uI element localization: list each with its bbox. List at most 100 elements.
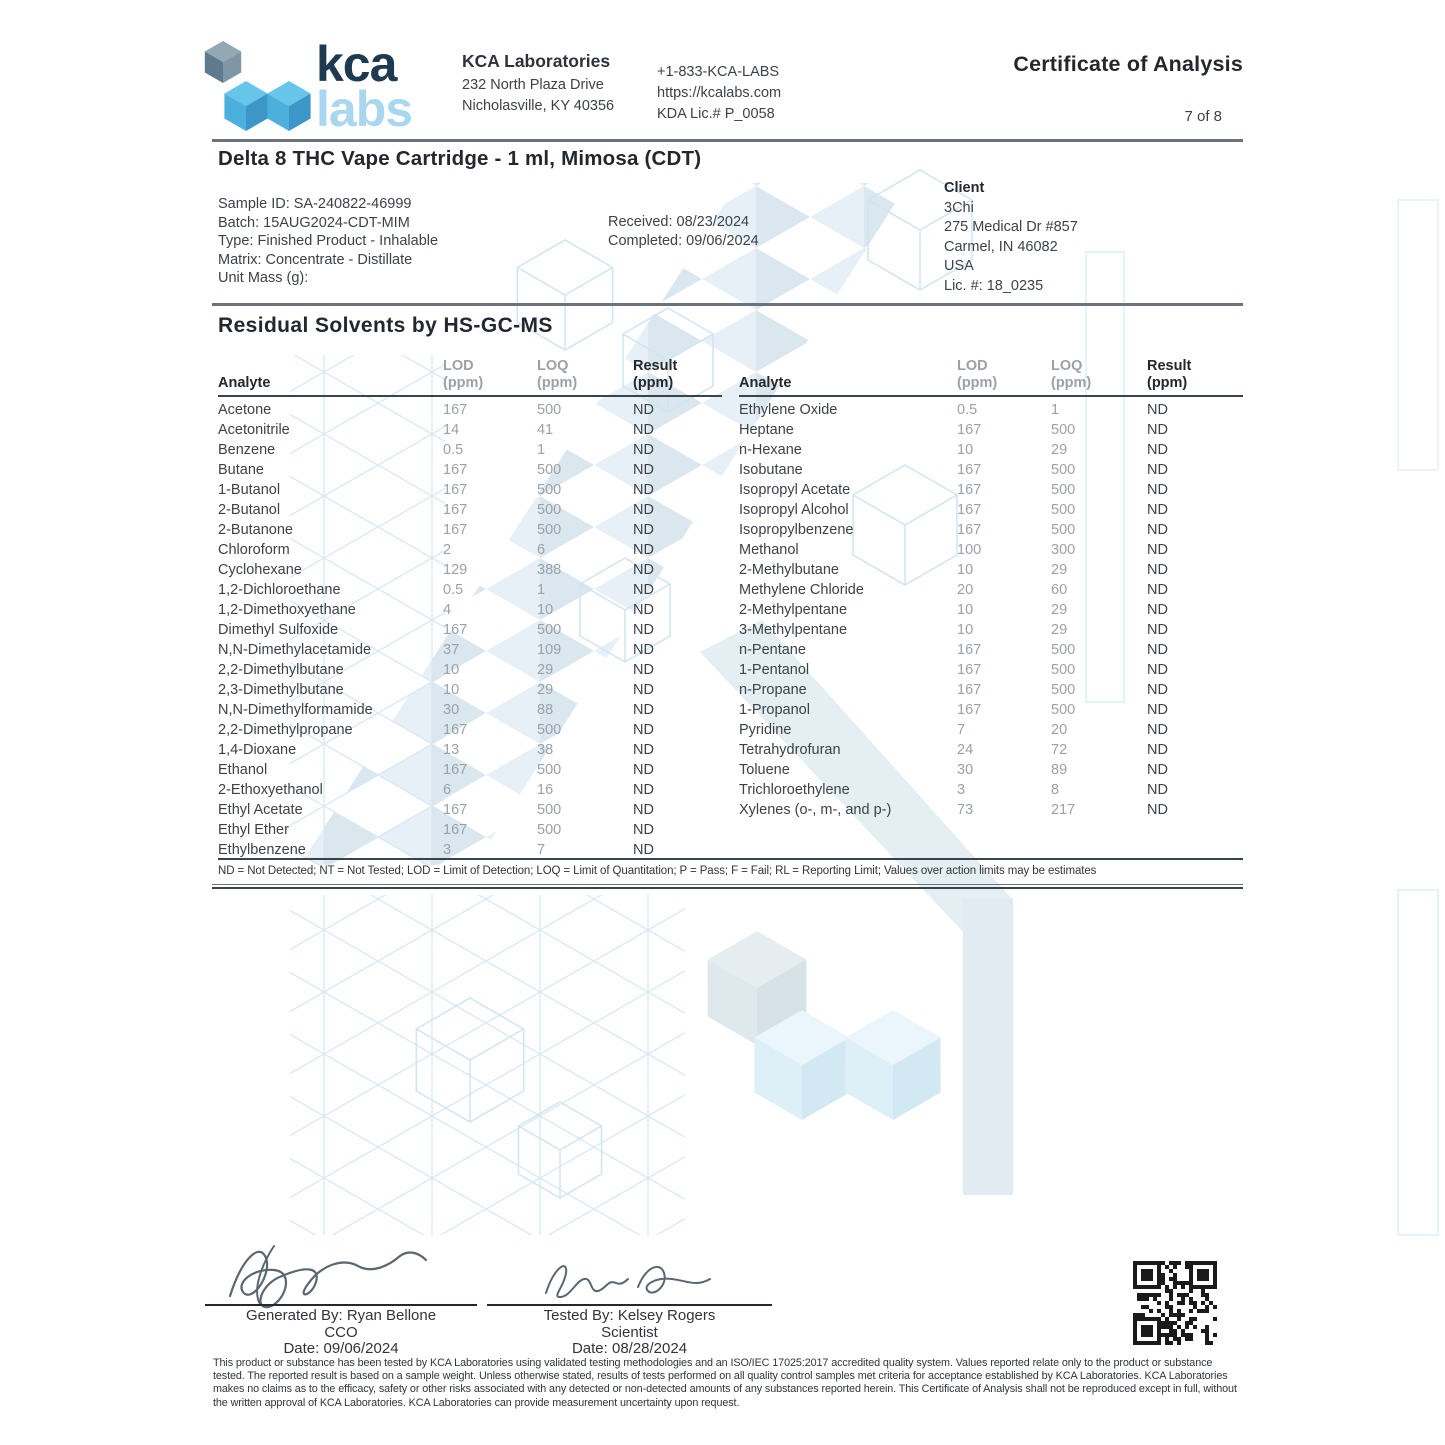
loq-value: 29 (537, 682, 554, 698)
lod-value: 0.5 (957, 402, 978, 418)
analyte-name: 1,4-Dioxane (218, 742, 297, 758)
result-value: ND (1147, 762, 1168, 778)
analyte-name: Tetrahydrofuran (739, 742, 841, 758)
lod-value: 167 (957, 462, 982, 478)
analyte-name: 2-Ethoxyethanol (218, 782, 323, 798)
document-title: Certificate of Analysis (1013, 52, 1243, 76)
loq-value: 500 (537, 462, 562, 478)
result-value: ND (1147, 622, 1168, 638)
col-header-loq: LOQ (ppm) (1051, 358, 1147, 397)
lod-value: 0.5 (443, 582, 464, 598)
loq-value: 88 (537, 702, 554, 718)
result-value: ND (633, 742, 654, 758)
lab-contact-block: +1-833-KCA-LABS https://kcalabs.com KDA … (657, 62, 781, 125)
analyte-name: N,N-Dimethylacetamide (218, 642, 372, 658)
lod-value: 24 (957, 742, 974, 758)
kca-labs-logo-cubes (204, 41, 311, 131)
col-header-loq: LOQ (ppm) (537, 358, 633, 397)
result-value: ND (633, 622, 654, 638)
lod-value: 2 (443, 542, 452, 558)
analyte-name: 1,2-Dichloroethane (218, 582, 341, 598)
table-bottom-rule (218, 858, 1243, 860)
tested-by-date: Date: 08/28/2024 (571, 1340, 688, 1357)
loq-value: 29 (1051, 602, 1068, 618)
lod-value: 167 (443, 462, 468, 478)
lod-value: 20 (957, 582, 974, 598)
analyte-name: Ethanol (218, 762, 268, 778)
loq-value: 500 (1051, 422, 1076, 438)
logo-cube-blue-2 (267, 81, 311, 131)
lod-value: 14 (443, 422, 460, 438)
lod-value: 167 (443, 722, 468, 738)
result-value: ND (1147, 782, 1168, 798)
analyte-name: 2-Butanol (218, 502, 281, 518)
generated-by-name: Generated By: Ryan Bellone (245, 1307, 437, 1324)
logo-text-kca: kca (316, 36, 397, 92)
lab-kda-license: KDA Lic.# P_0058 (657, 106, 775, 122)
analyte-name: Butane (218, 462, 264, 478)
analyte-name: 2-Methylpentane (739, 602, 848, 618)
loq-value: 217 (1051, 802, 1076, 818)
analyte-name: 2-Methylbutane (739, 562, 839, 578)
lod-value: 167 (957, 642, 982, 658)
loq-value: 300 (1051, 542, 1076, 558)
lod-value: 10 (957, 622, 974, 638)
lod-value: 73 (957, 802, 974, 818)
loq-value: 500 (537, 522, 562, 538)
result-value: ND (633, 762, 654, 778)
col-header-lod: LOD (ppm) (443, 358, 537, 397)
result-value: ND (633, 482, 654, 498)
lod-value: 7 (957, 722, 966, 738)
lod-value: 30 (957, 762, 974, 778)
analyte-name: 3-Methylpentane (739, 622, 848, 638)
analyte-name: 1,2-Dimethoxyethane (218, 602, 356, 618)
result-value: ND (1147, 702, 1168, 718)
lod-value: 37 (443, 642, 460, 658)
loq-value: 500 (1051, 662, 1076, 678)
client-block: Client 3Chi 275 Medical Dr #857 Carmel, IN… (944, 179, 1078, 296)
loq-value: 500 (537, 822, 562, 838)
lod-value: 10 (443, 662, 460, 678)
header-divider (212, 139, 1243, 142)
result-value: ND (633, 722, 654, 738)
loq-value: 60 (1051, 582, 1068, 598)
loq-value: 500 (1051, 502, 1076, 518)
result-value: ND (1147, 722, 1168, 738)
lod-value: 167 (443, 802, 468, 818)
loq-value: 500 (537, 482, 562, 498)
analyte-name: Xylenes (o-, m-, and p-) (739, 802, 892, 818)
lod-value: 167 (957, 502, 982, 518)
loq-value: 16 (537, 782, 554, 798)
result-value: ND (633, 682, 654, 698)
analyte-name: Ethyl Ether (218, 822, 289, 838)
sample-info-line: Batch: 15AUG2024-CDT-MIM (218, 214, 410, 231)
analyte-name: Heptane (739, 422, 794, 438)
loq-value: 500 (537, 502, 562, 518)
loq-value: 7 (537, 842, 546, 858)
result-value: ND (633, 642, 654, 658)
logo-cube-gray (204, 41, 242, 83)
loq-value: 500 (1051, 522, 1076, 538)
generated-by-signature (228, 1245, 428, 1309)
loq-value: 1 (537, 442, 546, 458)
result-value: ND (1147, 602, 1168, 618)
result-value: ND (1147, 402, 1168, 418)
product-title: Delta 8 THC Vape Cartridge - 1 ml, Mimos… (218, 147, 702, 170)
lab-website: https://kcalabs.com (657, 85, 782, 101)
analyte-name: n-Pentane (739, 642, 806, 658)
analyte-name: 1-Butanol (218, 482, 281, 498)
completed-date: Completed: 09/06/2024 (608, 232, 759, 249)
lod-value: 167 (957, 662, 982, 678)
client-heading: Client (944, 180, 985, 196)
result-value: ND (1147, 642, 1168, 658)
result-value: ND (633, 662, 654, 678)
analyte-name: 2,3-Dimethylbutane (218, 682, 344, 698)
lod-value: 10 (957, 602, 974, 618)
analyte-name: Trichloroethylene (739, 782, 850, 798)
loq-value: 500 (537, 622, 562, 638)
result-value: ND (1147, 582, 1168, 598)
loq-value: 6 (537, 542, 546, 558)
result-value: ND (1147, 482, 1168, 498)
client-line: Carmel, IN 46082 (944, 238, 1058, 255)
